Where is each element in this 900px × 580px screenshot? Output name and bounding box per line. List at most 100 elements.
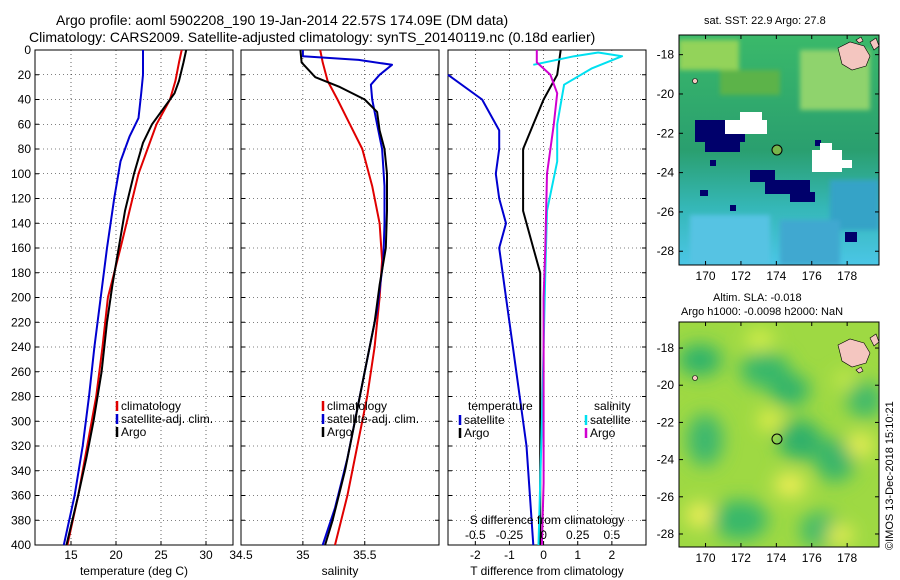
legend-label: Argo [327,425,353,439]
temperature-xlabel: temperature (deg C) [80,564,188,578]
map-x-tick-label: 178 [837,269,857,283]
legend-salinity-title: salinity [594,399,631,413]
legend-label: satellite-adj. clim. [327,412,419,426]
map-x-tick-label: 170 [696,551,716,565]
map-x-tick-label: 176 [802,551,822,565]
map-y-tick-label: -22 [657,415,675,429]
map-y-tick-label: -20 [657,87,675,101]
difference-panel: -2 -1 0 1 2 T difference from climatology temp… [447,49,647,578]
map-x-tick-label: 174 [766,551,786,565]
series-climatology [319,49,384,546]
y-tick-label: 220 [11,315,31,329]
y-tick-label: 100 [11,167,31,181]
s-tick-label: -0.25 [496,528,524,542]
x-tick-label: 20 [109,548,123,562]
x-tick-label: 1 [574,548,581,562]
legend-temperature-title: temperature [468,399,533,413]
salinity-panel: 34.5 35 35.5 salinity climatologysatellite-a… [229,49,440,578]
y-tick-label: 400 [11,538,31,552]
map-y-tick-label: -20 [657,378,675,392]
sla-map-title: Altim. SLA: -0.018 [713,292,802,304]
map-y-tick-label: -26 [657,205,675,219]
x-tick-label: 2 [609,548,616,562]
legend-label: Argo [590,426,616,440]
y-tick-label: 140 [11,216,31,230]
y-tick-label: 120 [11,192,31,206]
x-tick-label: 25 [154,548,168,562]
title-line-1: Argo profile: aoml 5902208_190 19-Jan-20… [56,12,508,28]
x-tick-label: 35 [296,548,310,562]
y-tick-label: 280 [11,390,31,404]
y-tick-label: 180 [11,266,31,280]
series-argo [299,49,388,546]
map-y-tick-label: -24 [657,453,675,467]
series-salinity-satellite [533,51,624,546]
y-tick-label: 60 [18,117,32,131]
x-tick-label: 35.5 [353,548,377,562]
map-y-tick-label: -22 [657,126,675,140]
s-tick-label: 0.5 [604,528,621,542]
map-x-tick-label: 178 [837,551,857,565]
map-x-tick-label: 172 [731,551,751,565]
salinity-xlabel: salinity [322,564,359,578]
sst-map-axes: 170 172 174 176 178 -18 -20 -22 -24 -26 -28 [657,35,879,283]
map-y-tick-label: -28 [657,527,675,541]
series-argo [65,49,188,546]
x-tick-label: -2 [470,548,481,562]
legend-label: satellite [590,413,631,427]
s-tick-label: -0.5 [465,528,486,542]
series-climatology [66,49,183,546]
series-satellite-adj-clim- [62,50,144,546]
x-tick-label: -1 [504,548,515,562]
sla-argo-marker [771,433,783,445]
y-tick-label: 260 [11,365,31,379]
legend-label: climatology [327,399,387,413]
legend-label: climatology [121,399,181,413]
y-tick-label: 160 [11,241,31,255]
map-x-tick-label: 170 [696,269,716,283]
map-y-tick-label: -28 [657,244,675,258]
x-tick-label: 0 [540,548,547,562]
y-tick-label: 320 [11,439,31,453]
legend-label: satellite-adj. clim. [121,412,213,426]
x-tick-label: 34.5 [229,548,253,562]
map-x-tick-label: 176 [802,269,822,283]
s-tick-label: 0 [540,528,547,542]
series-salinity-argo [535,50,559,546]
sst-map-title: sat. SST: 22.9 Argo: 27.8 [704,15,826,27]
y-tick-label: 240 [11,340,31,354]
s-difference-label: S difference from climatology [470,513,625,527]
y-tick-label: 300 [11,414,31,428]
y-tick-label: 360 [11,489,31,503]
map-x-tick-label: 172 [731,269,751,283]
y-tick-label: 20 [18,68,32,82]
credit-text: ©IMOS 13-Dec-2018 15:10:21 [884,401,896,550]
map-y-tick-label: -26 [657,490,675,504]
y-tick-label: 340 [11,464,31,478]
series-temperature-satellite [447,73,535,546]
title-line-2: Climatology: CARS2009. Satellite-adjuste… [29,29,595,45]
temperature-panel: 0 20 40 60 80 100 120 140 160 180 200 220 240 260 280 3… [11,43,234,578]
map-y-tick-label: -24 [657,166,675,180]
sla-map-axes: 170 172 174 176 178 -18 -20 -22 -24 -26 -28 [657,322,879,565]
x-tick-label: 15 [64,548,78,562]
y-tick-label: 0 [24,43,31,57]
s-tick-label: 0.25 [566,528,590,542]
sla-map-image [679,322,879,547]
map-y-tick-label: -18 [657,48,675,62]
legend-label: satellite [464,413,505,427]
map-x-tick-label: 174 [766,269,786,283]
map-y-tick-label: -18 [657,341,675,355]
y-tick-label: 40 [18,93,32,107]
sla-map-subtitle: Argo h1000: -0.0098 h2000: NaN [681,306,843,318]
legend-label: Argo [464,426,490,440]
y-tick-label: 200 [11,291,31,305]
difference-xlabel: T difference from climatology [470,564,624,578]
sst-argo-marker [771,144,783,156]
sst-map-image [679,35,879,265]
y-tick-label: 80 [18,142,32,156]
x-tick-label: 30 [199,548,213,562]
legend-label: Argo [121,425,147,439]
y-tick-label: 380 [11,513,31,527]
